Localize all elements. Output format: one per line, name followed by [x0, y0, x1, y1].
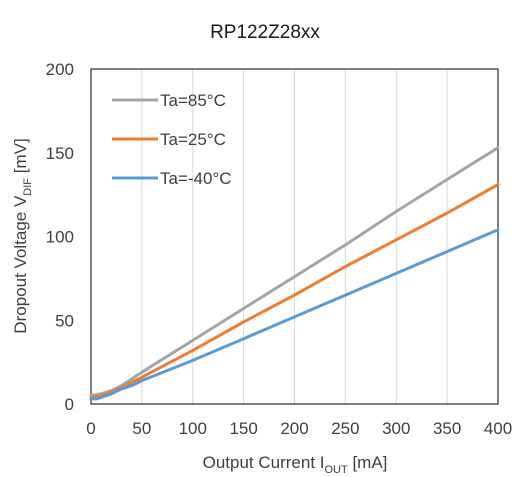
x-tick-label: 300 [382, 419, 410, 438]
x-tick-label: 250 [331, 419, 359, 438]
legend-label: Ta=-40°C [160, 169, 232, 188]
series-line-2 [89, 228, 500, 401]
x-tick-label: 0 [86, 419, 95, 438]
y-tick-label: 0 [65, 395, 74, 414]
x-tick-labels: 0 50 100 150 200 250 300 350 400 [86, 419, 512, 438]
legend: Ta=85°C Ta=25°C Ta=-40°C [112, 91, 232, 188]
y-tick-label: 200 [46, 60, 74, 79]
y-axis-label: Dropout Voltage VDIF [mV] [11, 138, 34, 333]
y-tick-labels: 0 50 100 150 200 [46, 60, 74, 414]
x-tick-label: 350 [433, 419, 461, 438]
x-tick-label: 100 [179, 419, 207, 438]
plot-area-border [90, 68, 499, 405]
x-tick-label: 150 [229, 419, 257, 438]
x-tick-label: 400 [484, 419, 512, 438]
x-axis-label: Output Current IOUT [mA] [203, 453, 388, 476]
y-tick-label: 50 [55, 311, 74, 330]
grid-lines [141, 69, 448, 404]
legend-label: Ta=25°C [160, 130, 226, 149]
chart-title: RP122Z28xx [210, 22, 320, 43]
series-lines [89, 146, 500, 401]
y-tick-label: 150 [46, 144, 74, 163]
x-tick-label: 50 [132, 419, 151, 438]
series-line-0 [89, 146, 500, 398]
y-tick-label: 100 [46, 228, 74, 247]
x-tick-label: 200 [280, 419, 308, 438]
legend-label: Ta=85°C [160, 91, 226, 110]
